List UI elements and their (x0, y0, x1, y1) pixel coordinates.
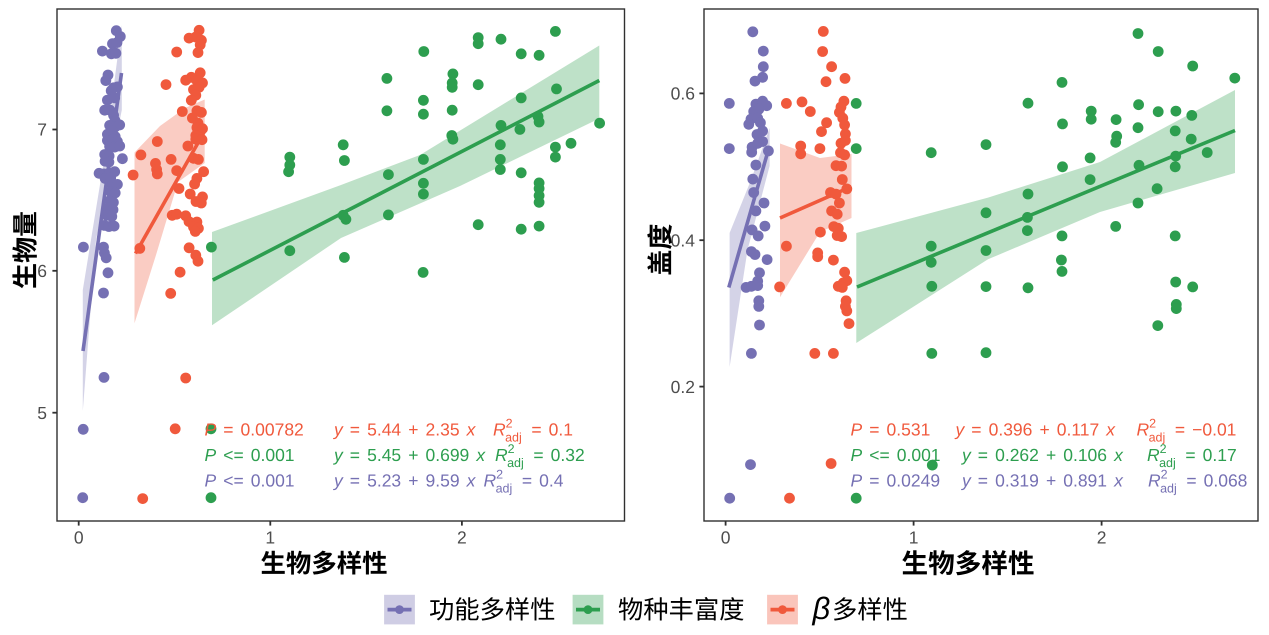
svg-text:y = 0.396 + 0.117 x: y = 0.396 + 0.117 x (955, 420, 1117, 440)
svg-text:P <= 0.001: P <= 0.001 (851, 445, 941, 465)
svg-text:1: 1 (909, 528, 919, 548)
svg-text:P = 0.531: P = 0.531 (851, 420, 931, 440)
svg-text:y = 5.23 + 9.59 x: y = 5.23 + 9.59 x (333, 471, 477, 491)
svg-text:0: 0 (721, 528, 731, 548)
svg-text:P <= 0.001: P <= 0.001 (205, 445, 295, 465)
svg-text:0.6: 0.6 (671, 84, 695, 104)
svg-text:P <= 0.001: P <= 0.001 (205, 471, 295, 491)
svg-text:2: 2 (1097, 528, 1107, 548)
svg-text:6: 6 (37, 261, 47, 281)
svg-text:2: 2 (457, 528, 467, 548)
svg-text:1: 1 (265, 528, 275, 548)
svg-text:y = 5.44 + 2.35 x: y = 5.44 + 2.35 x (333, 420, 477, 440)
svg-text:y = 0.262 + 0.106 x: y = 0.262 + 0.106 x (961, 445, 1124, 465)
svg-text:7: 7 (37, 120, 47, 140)
svg-text:0.2: 0.2 (671, 377, 695, 397)
svg-text:β: β (812, 591, 831, 626)
svg-text:y = 5.45 + 0.699 x: y = 5.45 + 0.699 x (333, 445, 486, 465)
svg-text:P = 0.0249: P = 0.0249 (851, 471, 941, 491)
svg-text:0: 0 (74, 528, 84, 548)
svg-text:0.4: 0.4 (671, 230, 696, 250)
svg-text:5: 5 (37, 403, 47, 423)
svg-text:y = 0.319 + 0.891 x: y = 0.319 + 0.891 x (961, 471, 1124, 491)
svg-text:P = 0.00782: P = 0.00782 (205, 420, 304, 440)
